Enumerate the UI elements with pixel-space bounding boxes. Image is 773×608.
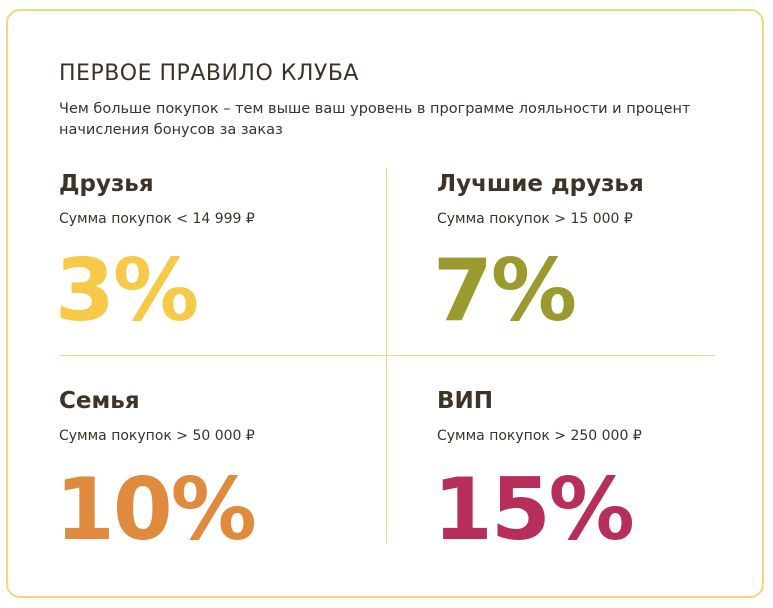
page-subtitle: Чем больше покупок – тем выше ваш уровен… bbox=[59, 101, 691, 138]
tier-name: ВИП bbox=[437, 388, 494, 414]
tier-condition: Сумма покупок > 250 000 ₽ bbox=[437, 428, 642, 444]
tier-condition: Сумма покупок > 50 000 ₽ bbox=[59, 428, 255, 444]
tier-percent: 3% bbox=[55, 241, 199, 341]
tier-percent: 15% bbox=[433, 460, 635, 560]
tier-name: Друзья bbox=[59, 171, 154, 197]
tier-name: Лучшие друзья bbox=[437, 171, 644, 197]
tier-vip: ВИП Сумма покупок > 250 000 ₽ 15% bbox=[433, 387, 737, 553]
tier-best-friends: Лучшие друзья Сумма покупок > 15 000 ₽ 7… bbox=[433, 170, 737, 334]
tier-family: Семья Сумма покупок > 50 000 ₽ 10% bbox=[55, 387, 359, 553]
tier-name: Семья bbox=[59, 388, 140, 414]
tier-friends: Друзья Сумма покупок < 14 999 ₽ 3% bbox=[55, 170, 359, 334]
tier-percent: 10% bbox=[55, 460, 257, 560]
tier-condition: Сумма покупок > 15 000 ₽ bbox=[437, 211, 633, 227]
tier-percent: 7% bbox=[433, 241, 577, 341]
horizontal-divider bbox=[59, 355, 715, 356]
tier-condition: Сумма покупок < 14 999 ₽ bbox=[59, 211, 255, 227]
loyalty-card bbox=[6, 9, 764, 598]
page-title: ПЕРВОЕ ПРАВИЛО КЛУБА bbox=[59, 61, 359, 86]
